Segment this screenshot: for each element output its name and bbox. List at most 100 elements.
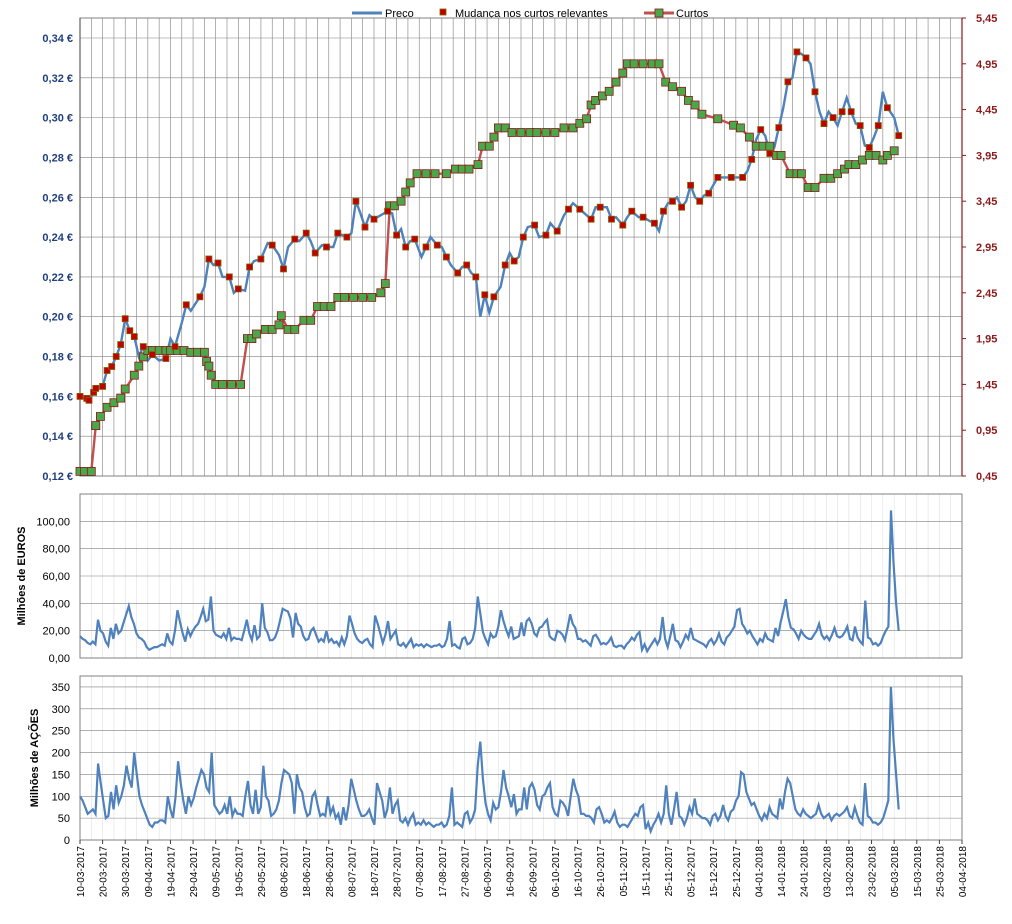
relevant-change-point: [268, 241, 276, 249]
shorts-point: [559, 123, 569, 133]
legend: Preço Mudança nos curtos relevantes Curt…: [352, 8, 709, 20]
relevant-change-point: [531, 221, 538, 229]
volume-panel-grid: [79, 675, 963, 841]
value-panel: Milhões de EUROS 100,00 80,00 60,00 40,0…: [16, 493, 963, 665]
relevant-change-point: [757, 126, 765, 133]
shorts-point: [638, 59, 648, 69]
relevant-change-point: [705, 189, 713, 197]
relevant-change-point: [542, 231, 550, 239]
relevant-change-point: [225, 273, 233, 281]
price-tick-label: 0,20 €: [42, 312, 73, 324]
shorts-tick-label: 2,95: [976, 242, 997, 254]
date-tick-label: 18-07-2017: [370, 846, 381, 898]
volume-tick-label: 200: [52, 748, 70, 760]
relevant-change-point: [148, 351, 156, 359]
relevant-change-point: [411, 235, 419, 243]
relevant-change-point: [553, 227, 561, 235]
relevant-change-point: [162, 355, 170, 362]
shorts-point: [690, 100, 700, 110]
relevant-change-point: [874, 122, 882, 129]
price-panel-series: [75, 48, 903, 476]
shorts-tick-label: 0,45: [976, 471, 997, 483]
shorts-point: [697, 109, 707, 119]
shorts-point: [389, 201, 399, 211]
shorts-point: [677, 86, 686, 96]
shorts-point: [568, 123, 578, 133]
shorts-point: [745, 132, 754, 142]
shorts-point: [654, 59, 664, 69]
relevant-change-point: [99, 382, 106, 390]
relevant-change-point: [214, 259, 222, 267]
relevant-change-point: [196, 293, 204, 301]
relevant-change-point: [361, 223, 369, 231]
relevant-change-point: [608, 215, 615, 223]
relevant-change-point: [739, 173, 746, 181]
relevant-change-point: [687, 181, 694, 189]
date-tick-label: 25-12-2017: [732, 846, 743, 898]
value-tick-label: 0,00: [49, 653, 70, 665]
price-left-axis: 0,34 € 0,32 € 0,30 € 0,28 € 0,26 € 0,24 …: [42, 33, 73, 483]
volume-tick-label: 50: [58, 813, 70, 825]
volume-tick-label: 250: [52, 726, 70, 738]
shorts-point: [218, 379, 227, 389]
legend-curtos-label: Curtos: [676, 8, 709, 20]
relevant-change-point: [847, 108, 855, 116]
date-tick-label: 13-02-2018: [845, 846, 856, 898]
date-tick-label: 07-08-2017: [415, 846, 426, 898]
relevant-change-point: [463, 261, 471, 269]
date-tick-label: 28-06-2017: [325, 846, 336, 898]
relevant-change-point: [323, 243, 330, 251]
shorts-tick-label: 0,95: [976, 425, 997, 437]
shorts-point: [306, 315, 316, 325]
date-tick-label: 18-06-2017: [302, 846, 313, 898]
shorts-point: [91, 421, 101, 431]
date-tick-label: 15-11-2017: [641, 846, 652, 897]
date-tick-label: 26-09-2017: [528, 846, 539, 898]
price-tick-label: 0,24 €: [42, 232, 73, 244]
shorts-point: [582, 114, 591, 124]
relevant-change-point: [384, 207, 392, 215]
shorts-point: [604, 86, 614, 96]
shorts-point: [484, 141, 494, 151]
shorts-point: [138, 352, 148, 362]
relevant-change-point: [565, 205, 572, 213]
relevant-change-point: [121, 315, 129, 323]
shorts-point: [376, 288, 386, 298]
value-line: [79, 510, 900, 654]
shorts-point: [206, 370, 216, 380]
shorts-point: [274, 320, 284, 330]
shorts-point: [507, 128, 517, 137]
relevant-change-point: [727, 173, 735, 181]
relevant-change-point: [669, 197, 676, 205]
relevant-change-point: [130, 333, 138, 341]
shorts-point: [473, 160, 483, 170]
shorts-point: [326, 302, 336, 311]
date-tick-label: 05-12-2017: [687, 846, 698, 898]
relevant-change-point: [501, 261, 509, 269]
price-tick-label: 0,34 €: [42, 33, 73, 45]
shorts-tick-label: 4,95: [976, 59, 997, 71]
price-tick-label: 0,14 €: [42, 431, 73, 443]
price-tick-label: 0,28 €: [42, 152, 73, 164]
relevant-change-point: [510, 257, 518, 265]
shorts-point: [441, 169, 451, 179]
value-tick-label: 60,00: [42, 571, 70, 583]
relevant-change-point: [103, 367, 111, 374]
value-tick-label: 80,00: [42, 544, 70, 556]
relevant-change-point: [234, 285, 242, 293]
shorts-point: [236, 379, 246, 389]
relevant-change-point: [714, 173, 722, 181]
relevant-change-point: [865, 144, 873, 151]
shorts-point: [591, 96, 600, 105]
relevant-change-point: [784, 78, 792, 86]
shorts-tick-label: 1,45: [976, 379, 997, 391]
relevant-change-point: [85, 396, 93, 404]
shorts-point: [129, 370, 139, 380]
date-tick-label: 06-10-2017: [551, 846, 562, 898]
relevant-change-point: [205, 255, 213, 263]
price-panel: 0,34 € 0,32 € 0,30 € 0,28 € 0,26 € 0,24 …: [42, 13, 997, 483]
relevant-change-point: [596, 203, 604, 211]
value-tick-label: 40,00: [42, 598, 70, 610]
shorts-point: [611, 77, 621, 87]
relevant-change-point: [628, 207, 636, 215]
